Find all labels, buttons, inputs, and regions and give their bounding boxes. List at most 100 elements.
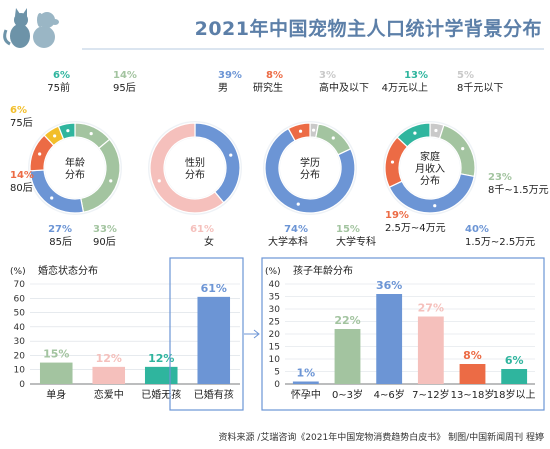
bar-value-label: 1% — [296, 367, 315, 380]
slice-marker — [50, 196, 54, 200]
bar — [39, 362, 73, 384]
slice-marker — [298, 129, 303, 133]
x-tick-label: 单身 — [46, 388, 66, 401]
y-tick-label: 20 — [14, 351, 26, 361]
slice-marker — [157, 179, 161, 183]
bar-value-label: 61% — [201, 282, 227, 295]
donut-center-label: 家庭 — [420, 150, 440, 163]
y-tick-label: 25 — [269, 318, 280, 328]
slice-marker — [38, 152, 42, 156]
donut-center-label: 分布 — [185, 169, 205, 181]
bar — [92, 366, 126, 384]
slice-marker — [434, 128, 438, 133]
x-tick-label: 18岁以上 — [493, 388, 536, 401]
y-tick-label: 50 — [14, 309, 26, 319]
donut-center-label: 月收入 — [415, 162, 445, 175]
bar — [144, 366, 178, 384]
y-tick-label: 40 — [269, 280, 281, 290]
x-tick-label: 13~18岁 — [451, 388, 495, 401]
slice-value-label: 8% — [266, 70, 283, 81]
bar-ylabel: (%) — [10, 267, 26, 277]
y-tick-label: 20 — [269, 330, 281, 340]
bar-value-label: 8% — [463, 349, 482, 362]
donut-hole — [400, 138, 460, 198]
y-tick-label: 30 — [269, 305, 281, 315]
slice-category-label: 4万元以上 — [382, 82, 428, 94]
x-tick-label: 0~3岁 — [332, 388, 363, 401]
connector-arrow-icon — [253, 329, 260, 339]
bar-value-label: 36% — [376, 279, 402, 292]
slice-value-label: 74% — [284, 224, 308, 235]
slice-value-label: 14% — [10, 170, 34, 181]
slice-value-label: 14% — [113, 70, 137, 81]
slice-value-label: 33% — [93, 224, 117, 235]
y-tick-label: 5 — [274, 368, 280, 378]
donut-slice — [396, 122, 431, 148]
slice-category-label: 90后 — [93, 236, 116, 248]
bar — [501, 369, 528, 384]
slice-marker — [66, 129, 70, 133]
slice-marker — [311, 128, 316, 132]
bar-value-label: 6% — [505, 354, 524, 367]
donut-hole — [45, 138, 105, 198]
bar-value-label: 15% — [43, 348, 69, 361]
slice-value-label: 19% — [385, 210, 409, 221]
slice-category-label: 8千元以下 — [457, 82, 503, 94]
y-tick-label: 40 — [14, 323, 26, 333]
slice-marker — [390, 160, 395, 164]
slice-marker — [296, 202, 300, 206]
donut-hole — [165, 138, 225, 198]
slice-category-label: 男 — [218, 82, 228, 94]
y-tick-label: 70 — [14, 280, 26, 290]
donut-center-label: 分布 — [300, 169, 320, 181]
bar-chart-title: 婚恋状态分布 — [38, 264, 98, 277]
bar — [417, 316, 444, 384]
slice-marker — [229, 153, 233, 157]
slice-category-label: 大学专科 — [336, 235, 376, 248]
donut-slice — [149, 122, 225, 214]
x-tick-label: 4~6岁 — [374, 388, 405, 401]
y-tick-label: 15 — [269, 343, 280, 353]
x-tick-label: 怀孕中 — [291, 388, 321, 401]
slice-category-label: 2.5万~4万元 — [385, 223, 446, 234]
donut-center-label: 分布 — [65, 169, 85, 181]
bar — [459, 364, 486, 384]
slice-marker — [413, 131, 417, 135]
slice-marker — [89, 132, 93, 136]
bar-value-label: 22% — [334, 314, 360, 327]
y-tick-label: 10 — [269, 355, 281, 365]
slice-value-label: 6% — [53, 70, 70, 81]
slice-category-label: 高中及以下 — [319, 81, 369, 94]
slice-value-label: 15% — [336, 224, 360, 235]
bar-value-label: 27% — [418, 302, 444, 315]
children-frame — [261, 257, 545, 411]
bar — [197, 296, 231, 384]
slice-marker — [461, 147, 465, 151]
page-title: 2021年中国宠物主人口统计学背景分布 — [194, 18, 542, 40]
donut-center-label: 年龄 — [65, 156, 85, 169]
bar-chart-title: 孩子年龄分布 — [293, 264, 353, 277]
donut-hole — [280, 138, 340, 198]
slice-marker — [433, 204, 437, 208]
x-tick-label: 7~12岁 — [412, 388, 449, 401]
y-tick-label: 30 — [14, 337, 26, 347]
slice-category-label: 75后 — [10, 117, 33, 129]
pet-logo-icon — [3, 8, 59, 48]
slice-category-label: 研究生 — [253, 81, 283, 94]
slice-value-label: 3% — [319, 70, 336, 81]
bar-ylabel: (%) — [265, 267, 281, 277]
donut-center-label: 性别 — [185, 156, 205, 169]
source-note: 资料来源 /艾瑞咨询《2021年中国宠物消费趋势白皮书》 制图/中国新闻周刊 程… — [218, 433, 544, 443]
slice-marker — [53, 134, 57, 138]
bar — [334, 329, 361, 384]
slice-category-label: 1.5万~2.5万元 — [465, 237, 535, 248]
slice-value-label: 27% — [48, 224, 72, 235]
donut-slice — [264, 127, 356, 214]
slice-value-label: 6% — [10, 105, 27, 116]
slice-value-label: 5% — [457, 70, 474, 81]
y-tick-label: 0 — [274, 380, 280, 390]
slice-category-label: 大学本科 — [268, 235, 308, 248]
title-divider — [82, 48, 544, 50]
